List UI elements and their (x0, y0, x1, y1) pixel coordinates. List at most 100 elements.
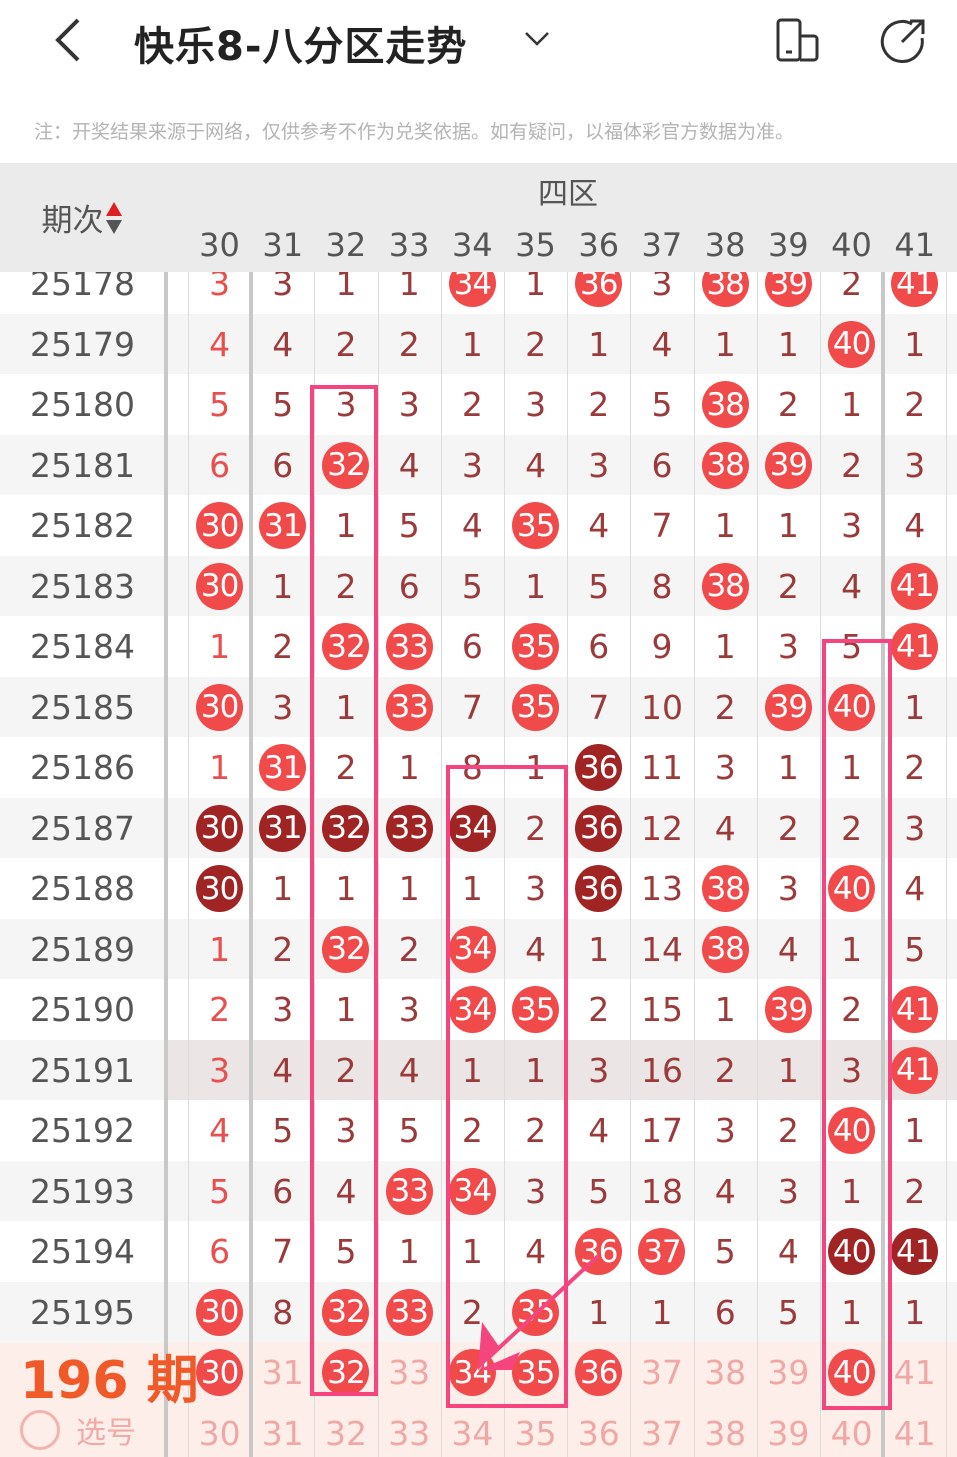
predict-cell-39[interactable]: 39 (757, 1342, 820, 1403)
cell-41: 1 (883, 314, 946, 375)
miss-count: 1 (398, 1232, 420, 1271)
table-row[interactable]: 25185 30 3 1 33 7 35 7 10 2 39 40 1 (0, 676, 957, 738)
cell-39: 39 (757, 979, 820, 1040)
hit-ball: 39 (764, 986, 812, 1033)
cell-38: 4 (694, 798, 757, 859)
cell-38: 6 (694, 1282, 757, 1343)
cell-39: 1 (757, 314, 820, 375)
cell-32: 4 (314, 1161, 377, 1222)
column-divider (881, 163, 886, 1457)
miss-count: 4 (272, 324, 294, 364)
table-row[interactable]: 25195 30 8 32 33 2 35 1 1 6 5 1 1 (0, 1281, 957, 1343)
cell-30: 2 (188, 979, 251, 1040)
column-divider (440, 163, 442, 1457)
miss-count: 7 (588, 687, 610, 727)
chevron-down-icon[interactable] (522, 24, 552, 54)
cell-33: 1 (378, 1221, 441, 1282)
cell-30: 30 (188, 677, 251, 738)
miss-count: 5 (272, 385, 294, 424)
miss-count: 3 (777, 869, 799, 908)
predict-cell-41[interactable]: 41 (883, 1342, 946, 1403)
table-row[interactable]: 25188 30 1 1 1 1 3 36 13 38 3 40 4 (0, 858, 957, 919)
select-number-33[interactable]: 33 (378, 1403, 441, 1457)
select-number-39[interactable]: 39 (757, 1403, 820, 1457)
miss-count: 5 (777, 1292, 799, 1332)
radio-icon[interactable] (20, 1410, 60, 1450)
cell-34: 1 (441, 1040, 504, 1101)
cell-32: 2 (314, 1040, 377, 1101)
table-row[interactable]: 25181 6 6 32 4 3 4 3 6 38 39 2 3 (0, 434, 957, 496)
table-row[interactable]: 25184 1 2 32 33 6 35 6 9 1 3 5 41 (0, 616, 957, 677)
select-number-38[interactable]: 38 (694, 1403, 757, 1457)
predict-cell-37[interactable]: 37 (630, 1342, 693, 1403)
page-title[interactable]: 快乐8-八分区走势 (134, 24, 468, 70)
miss-count: 4 (398, 1050, 420, 1090)
phone-rotate-icon[interactable] (774, 16, 824, 64)
picked-ball: 35 (512, 1349, 560, 1396)
number-label: 33 (388, 1353, 431, 1392)
select-number-40[interactable]: 40 (820, 1403, 883, 1457)
miss-count: 4 (904, 869, 926, 908)
miss-count: 1 (398, 748, 420, 787)
predict-cell-34[interactable]: 34 (441, 1342, 504, 1403)
select-number-32[interactable]: 32 (314, 1403, 377, 1457)
miss-count: 2 (398, 929, 420, 969)
cell-38: 38 (694, 435, 757, 496)
cell-36: 2 (567, 979, 630, 1040)
table-row[interactable]: 25192 4 5 3 5 2 2 4 17 3 2 40 1 (0, 1100, 957, 1161)
share-icon[interactable] (878, 16, 928, 64)
miss-count: 1 (904, 324, 926, 364)
chevron-left-icon[interactable] (50, 14, 90, 66)
predict-cell-35[interactable]: 35 (504, 1342, 567, 1403)
predict-cell-38[interactable]: 38 (694, 1342, 757, 1403)
cell-38: 3 (694, 1100, 757, 1161)
table-row[interactable]: 25194 6 7 5 1 1 4 36 37 5 4 40 41 (0, 1221, 957, 1282)
table-row[interactable]: 25187 30 31 32 33 34 2 36 12 4 2 2 3 (0, 797, 957, 859)
select-number-41[interactable]: 41 (883, 1403, 946, 1457)
predict-cell-32[interactable]: 32 (314, 1342, 377, 1403)
period-sort-header[interactable]: 期次 (0, 163, 165, 272)
predict-cell-31[interactable]: 31 (251, 1342, 314, 1403)
miss-count: 1 (525, 264, 547, 303)
table-row[interactable]: 25179 4 4 2 2 1 2 1 4 1 1 40 1 (0, 313, 957, 375)
select-number-36[interactable]: 36 (567, 1403, 630, 1457)
cell-33: 2 (378, 314, 441, 375)
table-row[interactable]: 25191 3 4 2 4 1 1 3 16 2 1 3 41 (0, 1039, 957, 1101)
miss-count: 2 (461, 385, 483, 424)
select-number-toggle[interactable]: 选号 (20, 1408, 136, 1452)
miss-count: 3 (398, 385, 420, 424)
hit-ball: 33 (385, 804, 433, 852)
column-divider (249, 163, 254, 1457)
predict-cell-30[interactable]: 30 (188, 1342, 251, 1403)
predict-cell-33[interactable]: 33 (378, 1342, 441, 1403)
predict-cell-36[interactable]: 36 (567, 1342, 630, 1403)
select-number-31[interactable]: 31 (251, 1403, 314, 1457)
hit-ball: 41 (891, 1046, 939, 1094)
table-row[interactable]: 25186 1 31 2 1 8 1 36 11 3 1 1 2 (0, 737, 957, 798)
miss-count: 1 (714, 627, 736, 666)
cell-30: 5 (188, 374, 251, 435)
select-number-35[interactable]: 35 (504, 1403, 567, 1457)
column-divider (567, 163, 569, 1457)
table-row[interactable]: 25182 30 31 1 5 4 35 4 7 1 1 3 4 (0, 495, 957, 556)
table-row[interactable]: 25183 30 1 2 6 5 1 5 8 38 2 4 41 (0, 555, 957, 617)
select-number-30[interactable]: 30 (188, 1403, 251, 1457)
number-label: 41 (893, 1353, 936, 1392)
miss-count: 1 (588, 929, 610, 969)
cell-39: 4 (757, 919, 820, 980)
hit-ball: 34 (448, 804, 496, 852)
table-row[interactable]: 25189 1 2 32 2 34 4 1 14 38 4 1 5 (0, 918, 957, 980)
table-row[interactable]: 25180 5 5 3 3 2 3 2 5 38 2 1 2 (0, 374, 957, 435)
table-row[interactable]: 25193 5 6 4 33 34 3 5 18 4 3 1 2 (0, 1160, 957, 1222)
miss-count: 1 (841, 929, 863, 969)
predict-cell-40[interactable]: 40 (820, 1342, 883, 1403)
cell-40: 3 (820, 495, 883, 556)
column-header-41: 41 (894, 226, 936, 264)
number-label: 39 (767, 1353, 810, 1392)
cell-37: 4 (630, 314, 693, 375)
table-row[interactable]: 25190 2 3 1 3 34 35 2 15 1 39 2 41 (0, 979, 957, 1040)
select-number-37[interactable]: 37 (630, 1403, 693, 1457)
column-header-32: 32 (325, 226, 367, 264)
select-number-34[interactable]: 34 (441, 1403, 504, 1457)
column-header-37: 37 (641, 226, 683, 264)
